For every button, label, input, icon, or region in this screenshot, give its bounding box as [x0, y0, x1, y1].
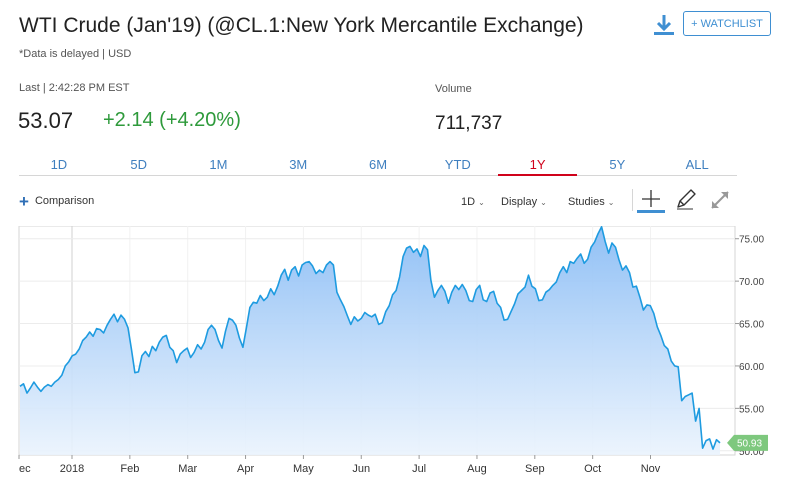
- tab-5d[interactable]: 5D: [130, 157, 147, 172]
- x-tick-label: Jul: [412, 463, 426, 475]
- x-tick-label: Mar: [178, 463, 197, 475]
- x-tick-label: Nov: [641, 463, 661, 475]
- chevron-down-icon: ⌄: [478, 198, 485, 207]
- draw-pencil-icon[interactable]: [673, 187, 701, 213]
- price-line: [19, 226, 721, 450]
- add-to-watchlist-button[interactable]: + WATCHLIST: [683, 11, 771, 36]
- crosshair-icon[interactable]: [636, 187, 665, 213]
- y-tick-label: 55.00: [739, 404, 764, 415]
- tab-all[interactable]: ALL: [685, 157, 709, 172]
- price-chart[interactable]: 75.00 70.00 65.00 60.00 55.00 50.00 ec 2018 Feb…: [0, 225, 789, 484]
- chevron-down-icon: ⌄: [607, 198, 615, 207]
- x-tick-label: Jun: [352, 463, 370, 475]
- x-tick-label: Oct: [584, 463, 601, 475]
- comparison-label: Comparison: [34, 195, 95, 207]
- volume-label: Volume: [435, 83, 472, 95]
- studies-dropdown[interactable]: Studies ⌄: [568, 196, 614, 208]
- tab-1y[interactable]: 1Y: [497, 152, 578, 176]
- last-value-label: 50.93: [737, 438, 762, 449]
- tab-1d[interactable]: 1D: [50, 157, 68, 172]
- tab-3m[interactable]: 3M: [289, 157, 308, 172]
- last-value-badge: 50.93: [727, 434, 768, 451]
- display-label: Display: [501, 196, 538, 208]
- expand-icon[interactable]: [707, 187, 735, 213]
- price-area-fill: [20, 226, 720, 455]
- plus-icon: +: [19, 191, 29, 211]
- toolbar-divider: [632, 189, 633, 211]
- y-tick-label: 70.00: [739, 277, 764, 288]
- y-tick-label: 50.00: [739, 447, 764, 458]
- x-tick-label: 2018: [60, 463, 84, 475]
- time-range-tabs: 1D 5D 1M 3M 6M YTD 1Y 5Y ALL: [19, 152, 737, 176]
- x-tick-label: Aug: [467, 463, 487, 475]
- display-dropdown[interactable]: Display ⌄: [501, 196, 547, 208]
- price-change: +2.14 (+4.20%): [103, 109, 241, 131]
- tab-ytd[interactable]: YTD: [444, 157, 471, 172]
- x-tick-label: May: [293, 463, 314, 475]
- data-delay-note: *Data is delayed | USD: [19, 48, 132, 60]
- download-icon[interactable]: [652, 13, 676, 37]
- tab-1m[interactable]: 1M: [209, 157, 228, 172]
- x-tick-label: Apr: [237, 463, 254, 475]
- x-tick-label: Feb: [120, 463, 139, 475]
- last-trade-time: Last | 2:42:28 PM EST: [19, 82, 130, 94]
- volume-value: 711,737: [435, 113, 503, 134]
- y-tick-label: 75.00: [739, 235, 764, 246]
- studies-label: Studies: [568, 196, 605, 208]
- comparison-button[interactable]: + Comparison: [19, 191, 95, 211]
- y-tick-label: 60.00: [739, 362, 764, 373]
- chart-toolbar: + Comparison 1D ⌄ Display ⌄ Studies ⌄: [0, 186, 789, 218]
- last-price: 53.07: [18, 108, 74, 133]
- tab-6m[interactable]: 6M: [368, 157, 388, 172]
- page-title: WTI Crude (Jan'19) (@CL.1:New York Merca…: [19, 14, 584, 37]
- interval-dropdown[interactable]: 1D ⌄: [461, 196, 485, 208]
- chevron-down-icon: ⌄: [540, 198, 547, 207]
- y-tick-label: 65.00: [739, 320, 764, 331]
- x-tick-label: ec: [19, 463, 31, 475]
- interval-label: 1D: [461, 196, 476, 208]
- x-tick-label: Sep: [525, 463, 545, 475]
- tab-5y[interactable]: 5Y: [609, 157, 626, 172]
